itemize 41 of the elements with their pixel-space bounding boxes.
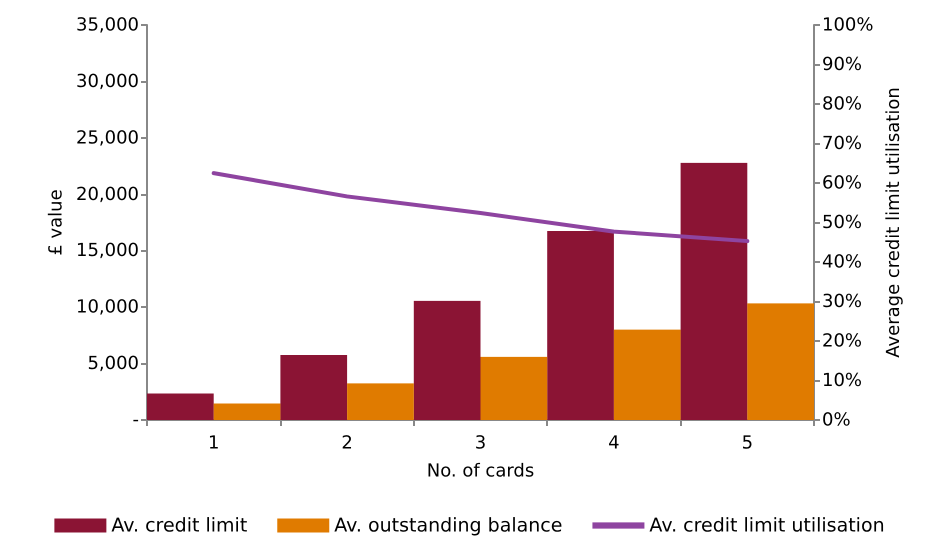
y2-tick-label: 60% <box>822 172 862 194</box>
bar <box>680 162 748 420</box>
bar <box>414 300 480 420</box>
y2-tick-label: 80% <box>822 94 862 114</box>
bar <box>147 393 214 420</box>
bar <box>614 330 681 420</box>
y-tick-label: 10,000 <box>76 296 139 318</box>
y-tick-label: 30,000 <box>76 70 139 92</box>
x-axis-title: No. of cards <box>426 460 534 482</box>
y2-axis-title: Average credit limit utilisation <box>882 87 904 358</box>
y-tick-label: 15,000 <box>76 240 139 262</box>
y2-tick-label: 30% <box>822 291 862 312</box>
y-tick-label: 5,000 <box>87 353 139 374</box>
legend-label: Av. outstanding balance <box>334 514 562 536</box>
legend-label: Av. credit limit utilisation <box>649 514 885 536</box>
bar <box>347 383 414 420</box>
y2-tick-label: 100% <box>822 14 874 36</box>
y2-tick-label: 70% <box>822 133 862 154</box>
y-tick-label: 20,000 <box>76 184 139 205</box>
bar <box>214 404 280 420</box>
x-tick-label: 1 <box>208 432 220 454</box>
x-tick-label: 4 <box>608 432 620 454</box>
y-axis-title: £ value <box>46 189 67 256</box>
y-tick-label: 35,000 <box>76 14 139 36</box>
legend-label: Av. credit limit <box>111 514 248 536</box>
x-tick-label: 2 <box>341 432 353 454</box>
y-tick-label: - <box>132 410 139 430</box>
y2-tick-label: 0% <box>822 410 851 430</box>
y2-tick-label: 40% <box>822 252 862 272</box>
y2-tick-label: 10% <box>822 370 862 391</box>
line-series <box>212 171 750 244</box>
bar <box>747 303 814 420</box>
bar <box>480 356 548 420</box>
x-tick-label: 5 <box>742 432 754 454</box>
y2-tick-label: 20% <box>822 330 862 352</box>
bar <box>280 354 348 420</box>
bar <box>547 230 614 420</box>
x-tick-label: 3 <box>474 432 486 454</box>
y2-tick-label: 50% <box>822 212 862 233</box>
y-tick-label: 25,000 <box>76 127 139 148</box>
y2-tick-label: 90% <box>822 54 862 75</box>
